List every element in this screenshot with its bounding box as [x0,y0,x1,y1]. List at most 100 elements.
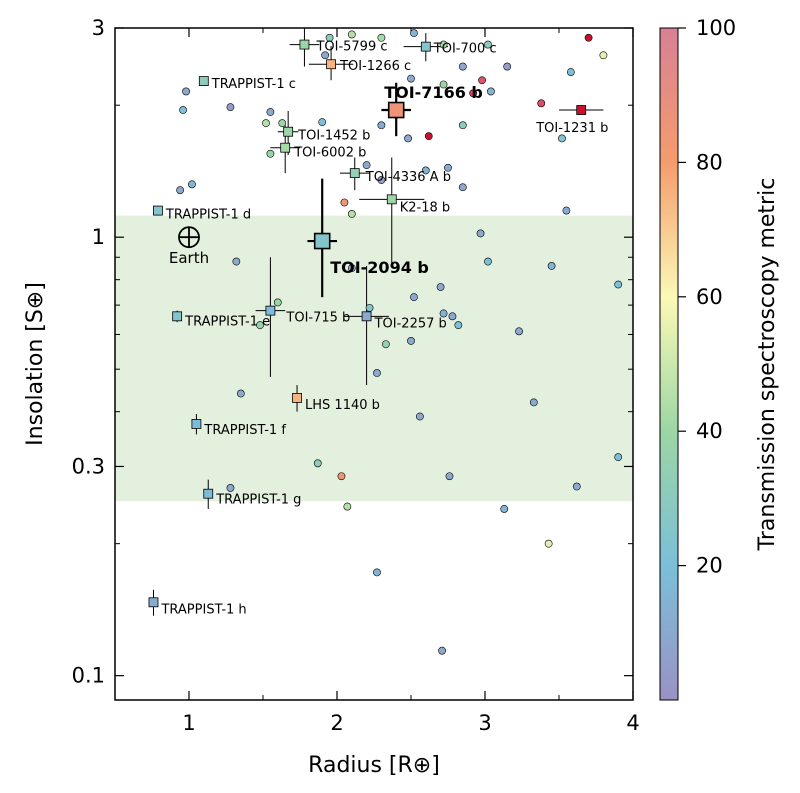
planet-point [313,459,322,468]
planet-point [515,327,523,336]
planet-point [226,484,235,492]
y-axis-label: Insolation [S⊕] [23,282,48,446]
planet-point [377,33,386,42]
planet-label: LHS 1140 b [305,398,380,413]
colorbar-tick-label: 80 [696,150,723,174]
x-tick-label: 1 [182,711,195,735]
planet-marker [148,597,159,608]
planet-point [273,298,282,307]
y-tick-label: 1 [92,225,105,249]
planet-point [484,40,492,49]
planet-marker [198,76,209,86]
highlighted-planet-label: TOI-2094 b [330,258,429,277]
colorbar [659,27,679,701]
planet-point [340,198,349,207]
planet-point [529,398,538,407]
planet-point [439,309,448,318]
y-tick-label: 0.3 [72,454,105,478]
planet-point [445,472,454,481]
planet-point [439,80,448,89]
colorbar-tick-label: 60 [696,285,723,309]
planet-label: TOI-1452 b [297,129,370,144]
planet-point [262,119,270,128]
planet-marker [386,194,397,205]
planet-point [436,283,445,291]
planet-marker [326,59,336,70]
planet-label: TRAPPIST-1 f [203,423,286,438]
x-tick-label: 3 [478,711,491,735]
planet-point [438,646,446,655]
planet-point [188,180,196,189]
planet-label: K2-18 b [400,200,450,215]
planet-point [256,321,264,330]
planet-point [179,106,187,114]
planet-point [321,51,330,60]
planet-label: TOI-700 c [433,42,497,57]
planet-point [469,89,478,98]
planet-point [266,149,275,158]
planet-point [318,118,327,127]
planet-point [236,389,245,398]
planet-point [487,87,495,96]
colorbar-tick-label: 20 [696,554,723,578]
planet-point [347,264,356,273]
colorbar-label: Transmission spectroscopy metric [755,178,780,552]
planet-point [421,166,430,175]
planet-point [614,280,623,289]
planet-point [476,229,485,238]
planet-label: TRAPPIST-1 e [184,314,270,329]
planet-label: TOI-4336 A b [365,170,451,185]
planet-point [478,76,486,85]
planet-marker [283,126,294,137]
planet-point [365,303,374,312]
planet-marker [292,393,302,403]
planet-point [347,210,356,218]
y-tick-label: 0.1 [72,664,105,688]
axes-ticks: 1 2 3 4 0.1 0.3 1 3 [72,16,640,735]
planet-point [362,161,371,170]
planet-point [558,134,566,143]
planet-marker [172,311,183,322]
planet-marker [153,205,163,216]
planet-label: TOI-715 b [285,311,350,326]
planet-marker [280,142,291,153]
planet-label: TRAPPIST-1 h [160,602,246,617]
planet-point [407,337,415,345]
planet-marker [299,39,310,50]
planet-label: TOI-1266 c [339,59,411,74]
planet-point [537,99,546,108]
planet-point [232,257,241,266]
planet-point [614,453,623,462]
planet-point [176,186,185,195]
habitable-zone-band [115,215,633,502]
planet-point [377,121,386,130]
planet-marker [349,168,360,179]
highlighted-planet-marker [313,232,331,250]
planet-marker [420,41,431,52]
highlighted-planet-label: TOI-7166 b [384,83,483,102]
planet-point [547,262,556,270]
planet-marker [265,305,276,316]
planet-point [599,51,608,60]
planet-point [182,87,190,96]
planet-label: TRAPPIST-1 g [215,493,301,508]
x-tick-label: 4 [626,711,639,735]
planet-point [562,206,571,215]
planet-point [381,340,390,349]
planet-point [500,505,509,513]
planet-point [484,257,492,266]
planet-point [373,369,381,377]
planet-point [503,62,512,71]
planet-point [444,163,452,172]
planet-point [325,33,334,42]
planet-point [278,119,287,128]
planet-label: TOI-5799 c [315,40,387,55]
earth-label: Earth [169,249,209,267]
data-points [148,29,623,655]
planet-point [226,103,235,112]
planet-labels: TOI-5799 c TOI-700 c TOI-1266 c TRAPPIST-1 … [160,40,608,618]
planet-point [584,33,593,42]
colorbar-ticks: 20 40 60 80 100 [678,16,736,578]
planet-point [377,176,386,184]
planet-point [337,472,346,481]
